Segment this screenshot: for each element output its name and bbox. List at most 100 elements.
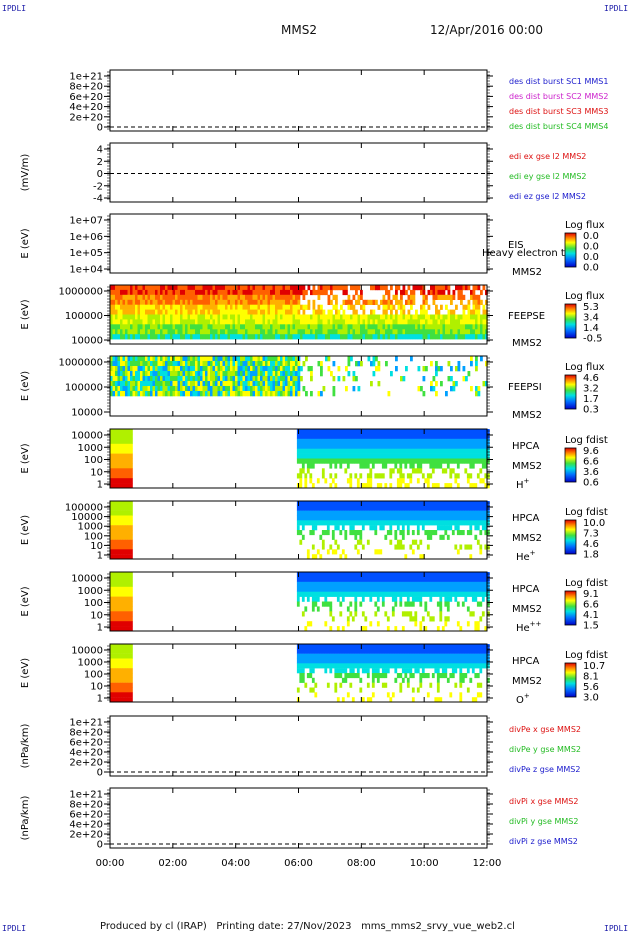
heatmap-cell (430, 319, 433, 325)
heatmap-cell (329, 433, 333, 440)
heatmap-cell (484, 576, 488, 583)
heatmap-cell (399, 530, 403, 536)
heatmap-cell (125, 391, 128, 397)
heatmap-cell (202, 299, 206, 305)
heatmap-cell (132, 376, 136, 382)
heatmap-cell (265, 324, 268, 330)
heatmap-cell (160, 314, 163, 320)
heatmap-cell (424, 458, 428, 464)
heatmap-cell (434, 591, 438, 597)
heatmap-cell (464, 505, 468, 511)
heatmap-cell (172, 361, 176, 367)
heatmap-cell (152, 381, 156, 387)
heatmap-cell (419, 510, 423, 516)
heatmap-cell (180, 309, 183, 315)
heatmap-cell (210, 366, 213, 372)
heatmap-cell (110, 515, 113, 521)
heatmap-cell (474, 483, 478, 489)
heatmap-cell (475, 319, 478, 325)
heatmap-cell (272, 294, 276, 300)
heatmap-cell (349, 586, 353, 592)
heatmap-cell (326, 682, 330, 688)
heatmap-cell (110, 463, 113, 469)
heatmap-cell (336, 544, 340, 550)
heatmap-cell (357, 334, 361, 340)
heatmap-cell (205, 285, 208, 291)
heatmap-cell (436, 429, 440, 435)
heatmap-cell (195, 309, 198, 315)
heatmap-cell (349, 510, 353, 516)
heatmap-cell (366, 576, 370, 583)
heatmap-cell (359, 463, 363, 469)
heatmap-cell (407, 334, 411, 340)
y-tick-label: 10 (90, 541, 103, 552)
heatmap-cell (309, 515, 313, 521)
heatmap-cell (456, 520, 460, 526)
heatmap-cell (416, 572, 420, 578)
heatmap-cell (150, 314, 153, 320)
heatmap-cell (167, 371, 171, 377)
heatmap-cell (152, 324, 156, 330)
heatmap-cell (409, 544, 413, 550)
heatmap-cell (416, 453, 420, 459)
heatmap-cell (481, 576, 485, 583)
heatmap-cell (371, 586, 375, 592)
heatmap-cell (384, 429, 388, 435)
heatmap-cell (414, 581, 418, 587)
heatmap-cell (464, 510, 468, 516)
heatmap-cell (160, 319, 163, 325)
heatmap-cell (200, 299, 203, 305)
heatmap-cell (370, 319, 373, 325)
heatmap-cell (321, 591, 325, 597)
heatmap-cell (322, 334, 326, 340)
heatmap-cell (447, 329, 451, 335)
heatmap-cell (130, 596, 133, 602)
heatmap-cell (285, 371, 288, 377)
heatmap-cell (122, 505, 126, 511)
heatmap-cell (391, 581, 395, 587)
heatmap-cell (165, 309, 168, 315)
heatmap-cell (117, 626, 121, 632)
heatmap-cell (115, 534, 118, 540)
heatmap-cell (406, 525, 410, 531)
heatmap-cell (205, 381, 208, 387)
heatmap-cell (190, 309, 193, 315)
heatmap-cell (112, 391, 116, 397)
heatmap-cell (404, 453, 408, 459)
heatmap-cell (484, 473, 488, 479)
heatmap-cell (309, 653, 313, 659)
heatmap-cell (379, 581, 383, 587)
heatmap-cell (334, 653, 338, 659)
heatmap-cell (341, 591, 345, 597)
y-tick-label: 1e+05 (69, 248, 103, 259)
heatmap-cell (474, 453, 478, 459)
heatmap-cell (366, 443, 370, 449)
heatmap-cell (157, 285, 161, 291)
heatmap-cell (456, 463, 460, 469)
heatmap-cell (130, 510, 133, 516)
heatmap-cell (339, 429, 343, 435)
heatmap-cell (112, 596, 116, 602)
heatmap-cell (470, 314, 473, 320)
heatmap-cell (272, 386, 276, 392)
heatmap-cell (190, 356, 193, 362)
heatmap-cell (441, 458, 445, 464)
heatmap-cell (359, 438, 363, 444)
heatmap-cell (464, 515, 468, 521)
heatmap-cell (401, 453, 405, 459)
heatmap-cell (142, 294, 146, 300)
heatmap-cell (255, 371, 258, 377)
heatmap-cell (455, 319, 458, 325)
heatmap-cell (310, 314, 313, 320)
heatmap-cell (431, 530, 435, 536)
heatmap-cell (354, 572, 358, 578)
heatmap-cell (326, 448, 330, 454)
heatmap-cell (375, 285, 378, 291)
heatmap-cell (396, 458, 400, 464)
heatmap-cell (411, 601, 415, 607)
heatmap-cell (282, 371, 286, 377)
heatmap-cell (384, 581, 388, 587)
heatmap-cell (272, 381, 276, 387)
heatmap-cell (110, 501, 113, 507)
heatmap-cell (396, 544, 400, 550)
